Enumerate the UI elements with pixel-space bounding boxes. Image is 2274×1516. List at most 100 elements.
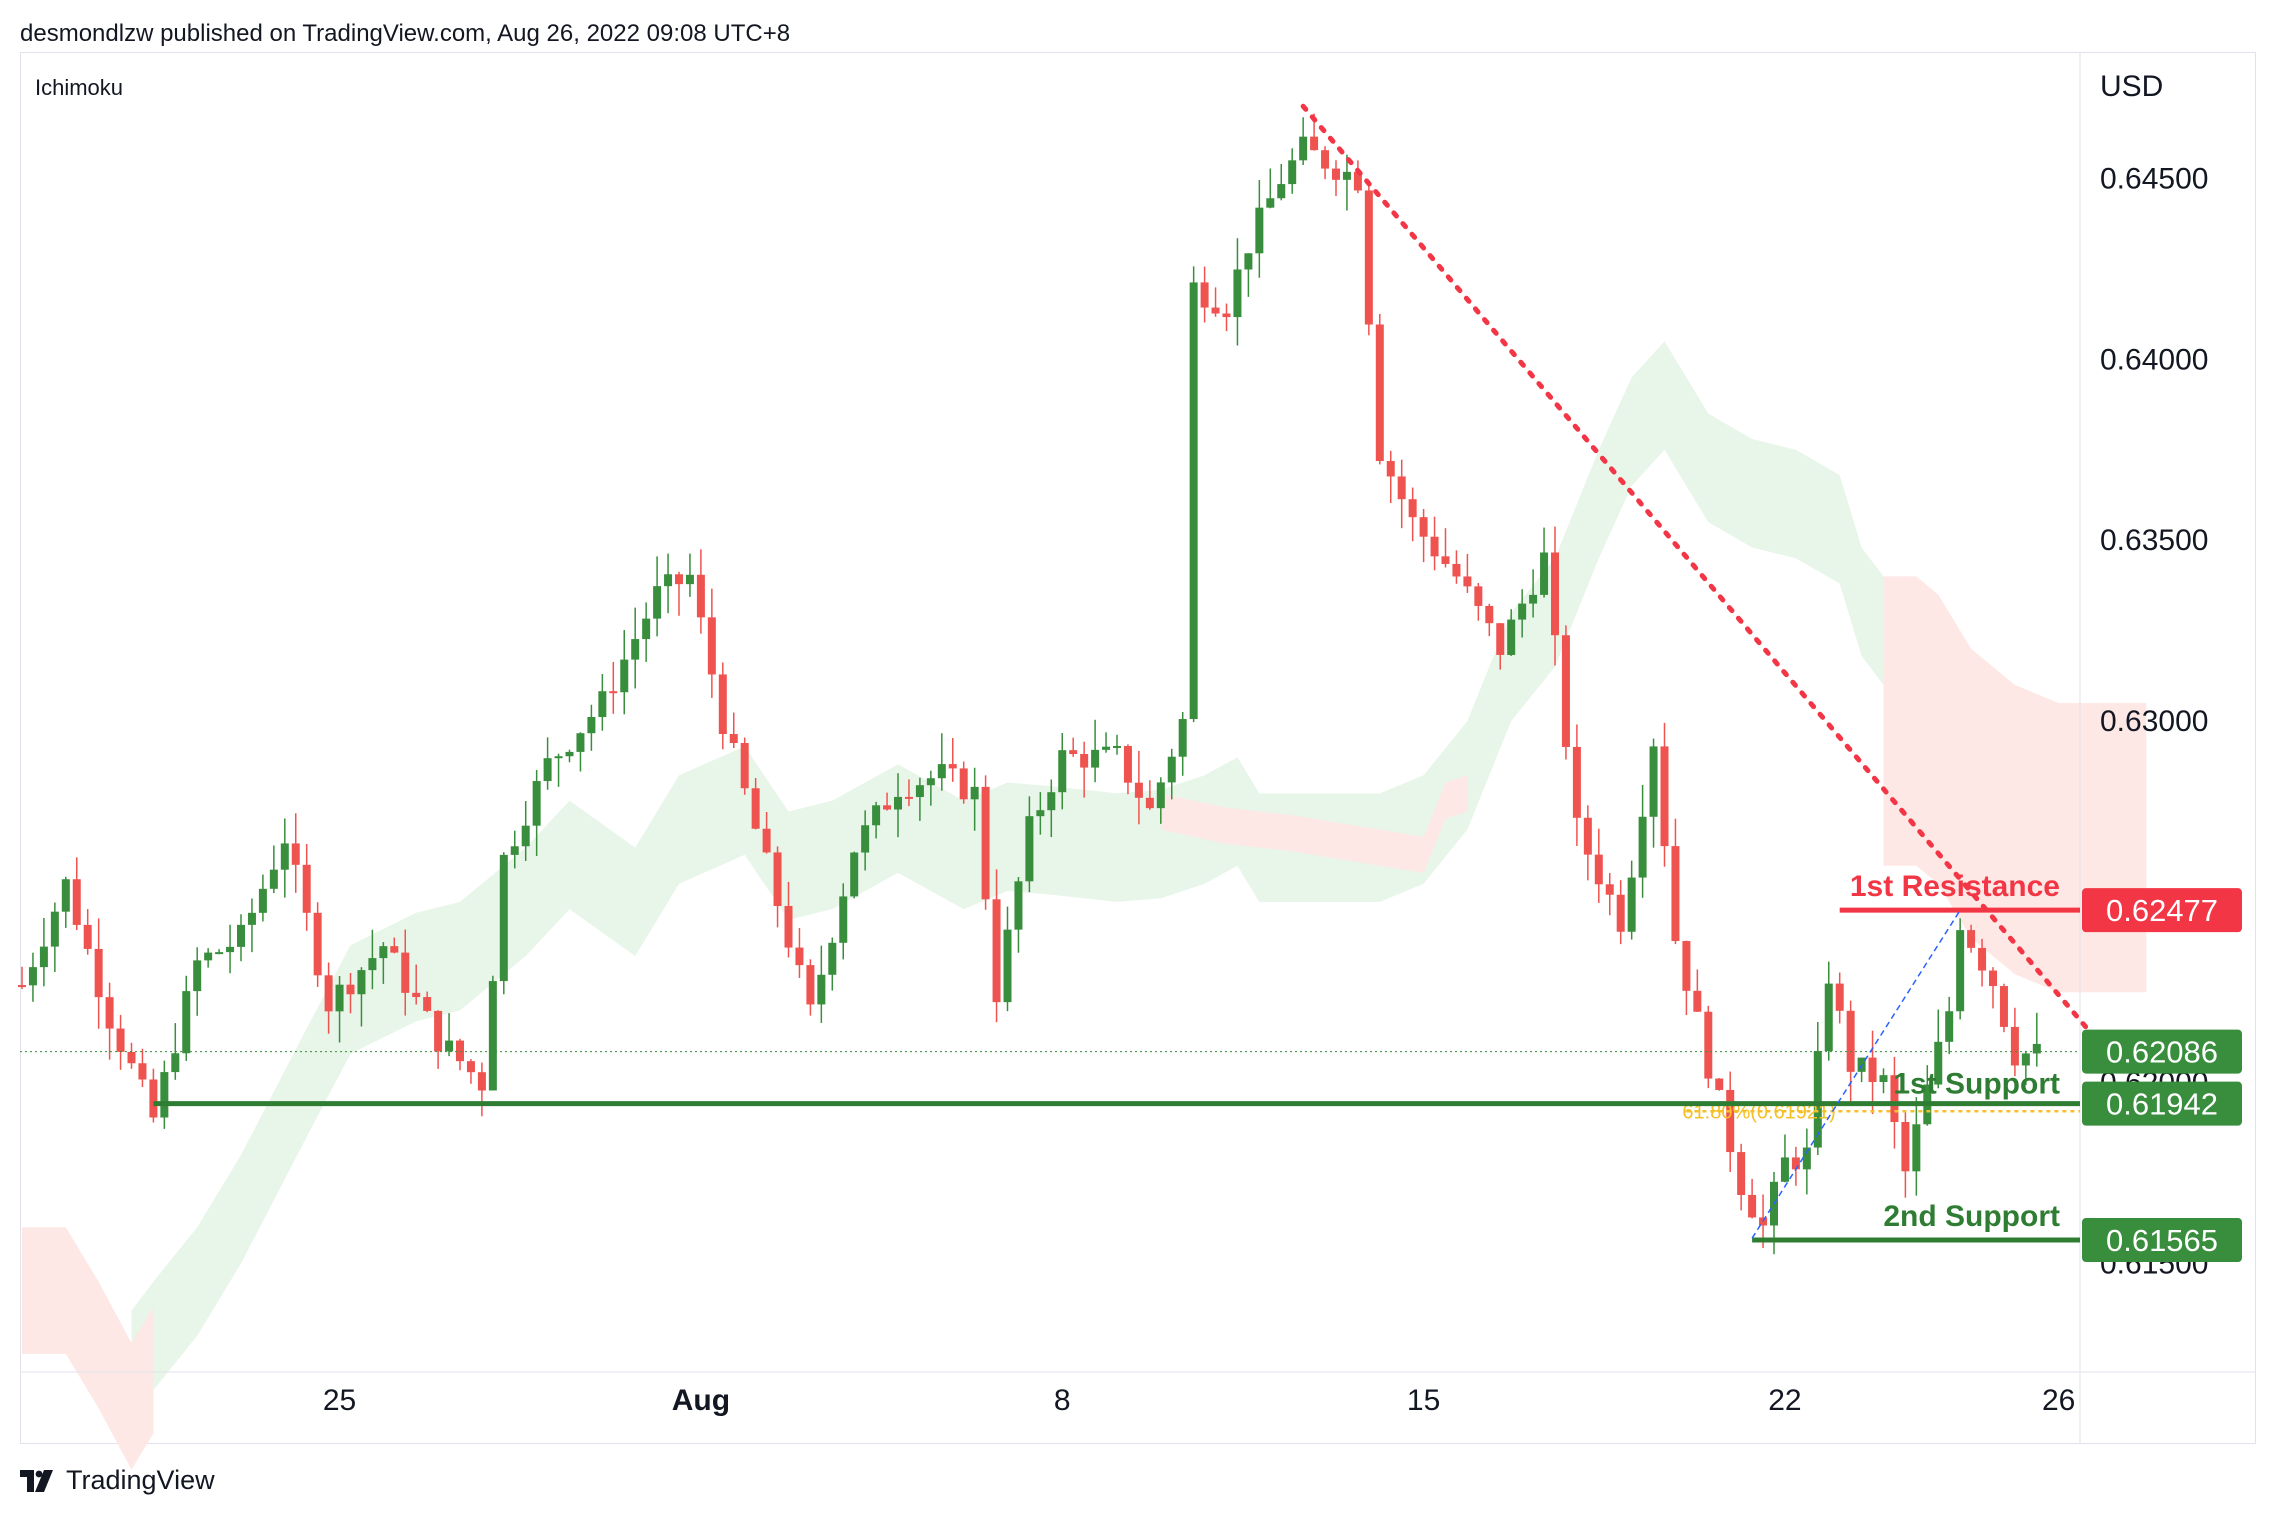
candle-body [817, 974, 826, 1005]
y-tick-label: 0.64000 [2100, 343, 2208, 376]
candle-body [642, 618, 651, 640]
candle-body [1529, 594, 1538, 604]
candle-body [368, 958, 377, 971]
candle-body [226, 946, 235, 953]
candle-body [1989, 970, 1997, 987]
candle-body [1518, 603, 1527, 620]
candle-body [247, 912, 256, 925]
candle-body [1551, 552, 1559, 636]
candle-body [50, 911, 59, 947]
candle-body [1583, 817, 1592, 855]
candle-body [970, 786, 979, 800]
candle-body [412, 992, 421, 998]
candle-body [477, 1072, 486, 1091]
cloud-bearish-mid [1160, 775, 1468, 873]
candle-body [554, 756, 563, 759]
candle-body [434, 1010, 443, 1052]
candle-body [1211, 307, 1220, 314]
candle-body [160, 1072, 169, 1118]
candle-body [2021, 1053, 2030, 1066]
candle-body [1353, 171, 1362, 191]
axis-lines [20, 52, 2256, 1444]
candle-body [1978, 947, 1987, 971]
candle-body [1113, 745, 1121, 748]
x-tick-label: Aug [672, 1384, 730, 1417]
candle-body [1408, 499, 1417, 518]
chart-frame [20, 52, 2256, 1444]
candle-body [1638, 816, 1647, 878]
candle-body [83, 924, 92, 949]
candle-body [1715, 1078, 1724, 1090]
candle-body [1047, 792, 1056, 811]
candle-body [445, 1040, 454, 1052]
candle-body [1321, 150, 1330, 169]
candle-body [1102, 746, 1111, 750]
candle-body [1507, 619, 1516, 655]
candle-body [653, 586, 662, 619]
candle-body [1868, 1057, 1877, 1083]
candle-body [138, 1063, 147, 1080]
candle-body [1616, 894, 1625, 932]
candle-body [1737, 1152, 1746, 1195]
candle-body [1233, 269, 1242, 318]
candle-body [291, 843, 300, 865]
price-tag [2082, 1029, 2242, 1074]
candle-body [258, 888, 267, 913]
candle-body [28, 967, 37, 986]
candle-body [1178, 719, 1187, 757]
candle-body [1890, 1075, 1899, 1122]
candle-body [959, 768, 968, 800]
candle-body [1496, 623, 1505, 655]
cloud-bullish [131, 341, 1884, 1419]
candle-body [1003, 929, 1012, 1003]
candle-body [1999, 986, 2008, 1027]
candle-body [948, 764, 957, 769]
tradingview-logo-icon [20, 1469, 53, 1492]
candle-body [718, 674, 727, 735]
candle-body [1901, 1121, 1910, 1172]
x-tick-label: 25 [323, 1384, 356, 1417]
candle-body [915, 785, 924, 798]
candle-body [72, 879, 81, 925]
candle-body [1956, 930, 1965, 1012]
candle-body [937, 764, 946, 779]
candle-body [1594, 854, 1603, 885]
candle-body [521, 825, 530, 847]
candle-body [182, 991, 191, 1054]
candle-body [346, 984, 355, 995]
y-tick-label: 0.63500 [2100, 524, 2208, 557]
candle-body [883, 805, 892, 810]
candle-body [171, 1053, 180, 1073]
candle-body [280, 843, 289, 870]
candle-body [740, 743, 749, 789]
candle-body [1934, 1041, 1943, 1085]
price-tag-label: 0.62477 [2106, 893, 2218, 928]
candle-body [499, 854, 508, 982]
x-tick-label: 15 [1407, 1384, 1440, 1417]
candle-body [1474, 586, 1483, 606]
candle-body [456, 1040, 464, 1062]
candle-body [1200, 282, 1209, 308]
candle-body [1386, 461, 1395, 477]
currency-label: USD [2100, 70, 2164, 103]
candle-body [828, 942, 837, 975]
candle-body [1605, 884, 1614, 895]
candle-body [1704, 1011, 1713, 1079]
price-tag [2082, 888, 2242, 933]
candle-body [587, 717, 596, 734]
candle-body [1145, 797, 1154, 809]
candle-body [324, 975, 333, 1012]
candle-body [609, 691, 618, 694]
price-tag [2082, 1218, 2242, 1262]
footer-brand: TradingView [66, 1465, 215, 1495]
candle-body [1342, 171, 1351, 180]
candle-body [1397, 476, 1406, 500]
candle-body [620, 659, 629, 693]
candle-body [1266, 198, 1275, 208]
candle-body [1627, 877, 1636, 932]
candle-body [751, 788, 760, 829]
candle-body [1441, 556, 1450, 564]
candle-body [631, 639, 640, 660]
candle-body [1485, 605, 1494, 624]
